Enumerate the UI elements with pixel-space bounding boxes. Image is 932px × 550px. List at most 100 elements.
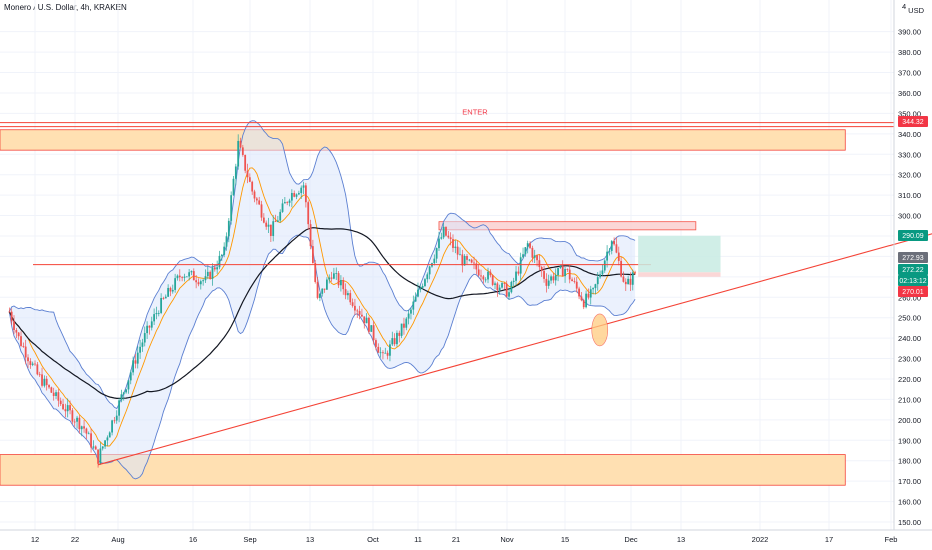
moving-averages — [8, 167, 636, 447]
candle-body — [62, 404, 64, 410]
candle-body — [466, 255, 468, 260]
candle-body — [449, 237, 452, 240]
candle-body — [424, 279, 426, 287]
candle-body — [143, 333, 146, 343]
candle-body — [400, 323, 403, 336]
candle-body — [599, 274, 601, 278]
candle-body — [505, 283, 508, 297]
candle-body — [454, 246, 457, 248]
candle-body — [202, 280, 205, 282]
candle-body — [592, 288, 594, 290]
candle-body — [456, 246, 459, 255]
candle-body — [97, 449, 99, 464]
candle-body — [197, 282, 200, 285]
candle-body — [295, 194, 298, 197]
candle-body — [87, 433, 90, 435]
candle-body — [13, 321, 15, 331]
candle-body — [71, 410, 74, 422]
x-tick-label: Dec — [624, 535, 638, 544]
drawn-lines: ENTER — [0, 107, 932, 466]
candle-body — [111, 420, 113, 433]
candle-body — [438, 238, 440, 249]
target-zone[interactable] — [638, 235, 721, 273]
candle-body — [622, 276, 625, 282]
candle-body — [473, 262, 475, 264]
candle-body — [283, 202, 286, 204]
price-badge-label: 290.09 — [902, 233, 924, 240]
candle-body — [148, 325, 151, 328]
y-tick-label: 230.00 — [898, 355, 921, 364]
y-tick-label: 180.00 — [898, 457, 921, 466]
candle-body — [15, 330, 18, 333]
long-position-tool[interactable] — [638, 235, 721, 277]
candle-body — [333, 273, 335, 279]
candle-body — [293, 193, 296, 197]
candle-body — [122, 392, 125, 395]
candle-body — [594, 284, 597, 289]
candle-body — [384, 352, 387, 354]
candle-body — [620, 260, 623, 277]
price-badge-label: 272.22 — [902, 267, 924, 274]
y-tick-label: 300.00 — [898, 212, 921, 221]
candle-body — [279, 211, 282, 221]
candle-body — [419, 287, 422, 290]
candle-body — [136, 352, 139, 364]
candle-body — [337, 273, 340, 286]
candle-body — [307, 202, 310, 225]
y-tick-label: 210.00 — [898, 395, 921, 404]
candle-body — [45, 378, 48, 386]
candle-body — [491, 275, 494, 285]
candle-body — [587, 293, 590, 298]
time-axis[interactable]: 12 22 Aug 16 Sep 13 Oct 11 21 Nov 15 Dec 13 2022 17 Feb — [0, 529, 932, 544]
candle-body — [501, 283, 503, 288]
candle-body — [57, 392, 60, 401]
price-badges: 344.32 290.09 272.93 272.22 02:13:12 270.01 — [898, 116, 928, 297]
candle-body — [181, 277, 184, 279]
candle-body — [286, 202, 289, 203]
y-tick-label: 380.00 — [898, 48, 921, 57]
stop-zone[interactable] — [638, 272, 721, 277]
candle-body — [99, 448, 102, 464]
candle-body — [76, 417, 78, 422]
candle-body — [48, 385, 50, 388]
y-tick-label: 200.00 — [898, 416, 921, 425]
candle-body — [361, 314, 363, 317]
candle-body — [132, 360, 134, 373]
candle-body — [494, 283, 496, 285]
candle-body — [442, 226, 445, 238]
candle-body — [127, 380, 130, 390]
price-badge-label: 344.32 — [902, 119, 924, 126]
candle-body — [531, 247, 534, 258]
candle-body — [185, 276, 188, 278]
x-tick-label: 16 — [189, 535, 197, 544]
candle-body — [209, 271, 212, 279]
candle-body — [52, 392, 55, 397]
candle-body — [248, 177, 251, 182]
candle-body — [617, 252, 620, 261]
y-tick-label: 220.00 — [898, 375, 921, 384]
candle-body — [169, 287, 172, 292]
candle-body — [323, 288, 326, 290]
candle-body — [69, 405, 71, 411]
candle-body — [190, 271, 193, 273]
candle-body — [139, 346, 141, 353]
candle-body — [17, 332, 20, 337]
candle-body — [10, 311, 13, 322]
candle-body — [482, 276, 485, 280]
ma-short-line — [8, 167, 636, 447]
candle-body — [318, 293, 321, 298]
candle-body — [321, 288, 324, 294]
candle-body — [92, 446, 95, 448]
candle-body — [363, 316, 366, 324]
candle-body — [382, 352, 384, 354]
candle-body — [83, 426, 85, 429]
candle-body — [461, 254, 464, 266]
candle-body — [31, 363, 34, 365]
candle-body — [195, 280, 198, 283]
candle-body — [328, 277, 331, 280]
x-tick-label: 21 — [452, 535, 460, 544]
y-tick-label-partial: 4 — [902, 2, 906, 11]
x-tick-label: 12 — [31, 535, 39, 544]
candle-body — [533, 255, 536, 258]
